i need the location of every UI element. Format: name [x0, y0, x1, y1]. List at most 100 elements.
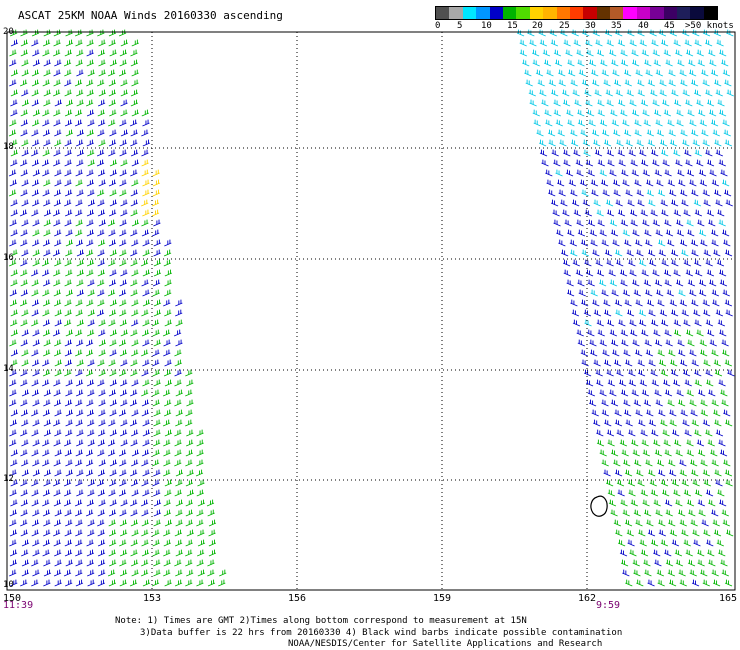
wind-barb	[52, 329, 61, 337]
wind-barb	[708, 219, 716, 227]
wind-barb	[31, 309, 39, 317]
wind-barb	[665, 229, 674, 237]
wind-barb	[611, 59, 619, 67]
wind-barb	[610, 449, 619, 457]
wind-barb	[641, 329, 649, 337]
legend-swatch	[556, 7, 570, 19]
wind-barb	[582, 29, 590, 37]
wind-barb	[195, 469, 204, 477]
wind-barb	[97, 439, 106, 447]
wind-barb	[560, 29, 568, 37]
wind-barb	[108, 489, 116, 497]
wind-barb	[108, 229, 116, 237]
wind-barb	[625, 359, 633, 367]
wind-barb	[596, 429, 604, 437]
wind-barb	[131, 219, 140, 227]
wind-barb	[679, 239, 688, 247]
wind-barb	[566, 109, 574, 117]
wind-barb	[576, 329, 584, 337]
wind-barb	[635, 239, 643, 247]
wind-barb	[97, 49, 106, 57]
wind-barb	[109, 329, 118, 337]
wind-barb	[625, 139, 633, 147]
wind-barb	[705, 89, 713, 97]
wind-barb	[21, 569, 30, 577]
wind-barb	[610, 399, 619, 407]
wind-barb	[76, 159, 84, 167]
wind-barb	[54, 99, 63, 107]
wind-barb	[715, 89, 723, 97]
wind-barb	[130, 259, 138, 267]
wind-barb	[43, 89, 51, 97]
wind-barb	[85, 459, 94, 467]
wind-barb	[53, 489, 61, 497]
wind-barb	[724, 79, 732, 87]
wind-barb	[669, 299, 678, 307]
wind-barb	[64, 49, 73, 57]
wind-barb	[208, 529, 216, 537]
wind-barb	[174, 369, 182, 377]
wind-barb	[53, 219, 61, 227]
wind-barb	[641, 269, 649, 277]
wind-barb	[53, 389, 61, 397]
wind-barb	[659, 139, 668, 147]
legend-swatch	[703, 7, 718, 19]
wind-barb	[107, 439, 116, 447]
wind-barb	[141, 519, 149, 527]
wind-barb	[118, 489, 127, 497]
wind-barb	[162, 389, 171, 397]
wind-barb	[538, 139, 547, 147]
wind-barb	[21, 459, 29, 467]
wind-barb	[108, 79, 117, 87]
wind-barb	[97, 519, 105, 527]
wind-barb	[602, 349, 610, 357]
wind-barb	[570, 189, 578, 197]
wind-barb	[617, 39, 626, 47]
wind-barb	[76, 149, 85, 157]
wind-barb	[719, 279, 728, 287]
wind-barb	[130, 209, 138, 217]
wind-barb	[131, 489, 139, 497]
wind-barb	[107, 569, 116, 577]
wind-barb	[546, 179, 554, 187]
wind-barb	[718, 439, 726, 447]
wind-barb	[120, 399, 128, 407]
wind-barb	[85, 249, 94, 257]
legend-label: 20	[532, 21, 543, 31]
wind-barb	[152, 389, 160, 397]
wind-barb	[576, 219, 584, 227]
wind-barb	[596, 269, 605, 277]
wind-barb	[65, 269, 73, 277]
wind-barb	[696, 329, 704, 337]
wind-barb	[31, 179, 40, 187]
wind-barb	[131, 339, 139, 347]
wind-barb	[599, 449, 607, 457]
wind-barb	[595, 39, 603, 47]
wind-barb	[163, 259, 171, 267]
wind-barb	[175, 569, 183, 577]
legend-label: 10	[481, 21, 492, 31]
legend-swatch	[636, 7, 651, 19]
wind-barb	[623, 459, 631, 467]
wind-barb	[87, 319, 95, 327]
wind-barb	[87, 429, 95, 437]
wind-barb	[550, 199, 559, 207]
wind-barb	[700, 239, 708, 247]
wind-barb	[64, 359, 73, 367]
wind-barb	[625, 189, 633, 197]
wind-barb	[655, 69, 664, 77]
grid-lines	[7, 32, 735, 590]
wind-barb	[163, 529, 171, 537]
wind-barb	[702, 579, 710, 587]
wind-barb	[668, 349, 676, 357]
wind-barb	[607, 159, 615, 167]
wind-barb	[702, 139, 710, 147]
y-tick-label: 14	[3, 364, 14, 374]
wind-barb	[32, 509, 40, 517]
wind-barb	[694, 369, 702, 377]
wind-barb	[53, 49, 61, 57]
wind-barb	[638, 309, 647, 317]
wind-barb	[130, 49, 138, 57]
wind-barb	[164, 579, 172, 587]
legend-swatch	[650, 7, 664, 19]
